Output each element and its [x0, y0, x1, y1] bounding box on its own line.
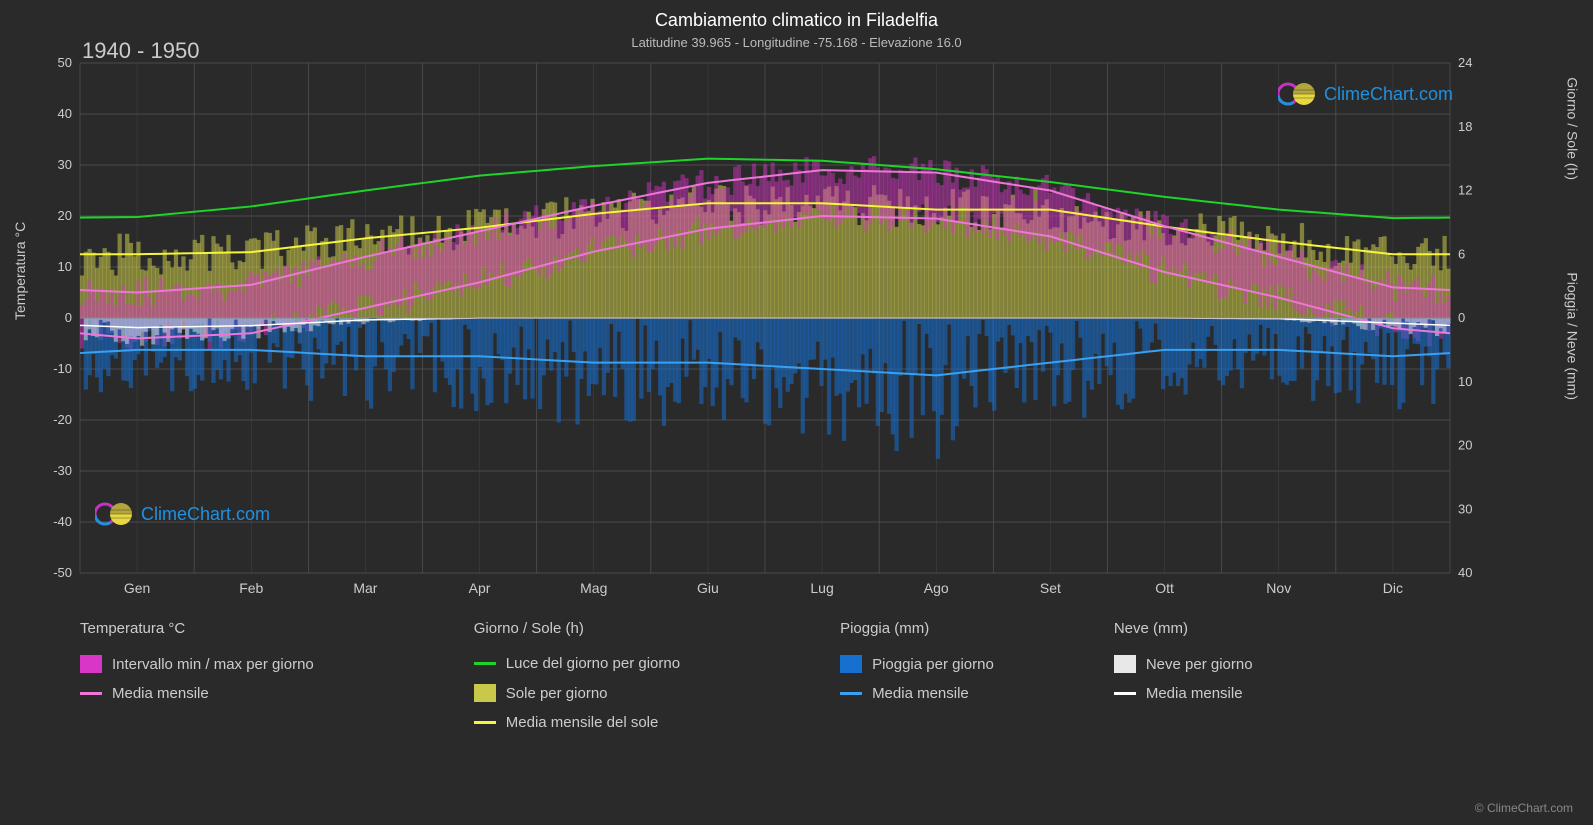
swatch-sun: [474, 684, 496, 702]
svg-text:-30: -30: [53, 463, 72, 478]
y-axis-right-top-label: Giorno / Sole (h): [1565, 77, 1581, 180]
swatch-sun-monthly: [474, 721, 496, 724]
legend-label: Pioggia per giorno: [872, 656, 994, 673]
legend-col-snow: Neve (mm) Neve per giorno Media mensile: [1114, 620, 1253, 731]
legend-col-day: Giorno / Sole (h) Luce del giorno per gi…: [474, 620, 680, 731]
legend-item: Media mensile: [840, 685, 994, 702]
legend-item: Media mensile: [1114, 685, 1253, 702]
legend-label: Intervallo min / max per giorno: [112, 656, 314, 673]
legend-item: Intervallo min / max per giorno: [80, 655, 314, 673]
legend-col-temp: Temperatura °C Intervallo min / max per …: [80, 620, 314, 731]
swatch-snow: [1114, 655, 1136, 673]
svg-text:18: 18: [1458, 119, 1472, 134]
swatch-rain: [840, 655, 862, 673]
watermark-text: ClimeChart.com: [141, 504, 270, 525]
svg-text:Mag: Mag: [580, 580, 607, 596]
legend-label: Media mensile del sole: [506, 714, 659, 731]
period-label: 1940 - 1950: [82, 38, 199, 64]
svg-text:20: 20: [1458, 438, 1472, 453]
legend-header-day: Giorno / Sole (h): [474, 620, 680, 637]
legend-label: Sole per giorno: [506, 685, 608, 702]
swatch-snow-monthly: [1114, 692, 1136, 695]
legend: Temperatura °C Intervallo min / max per …: [80, 620, 1450, 731]
legend-col-rain: Pioggia (mm) Pioggia per giorno Media me…: [840, 620, 994, 731]
legend-item: Media mensile: [80, 685, 314, 702]
swatch-rain-monthly: [840, 692, 862, 695]
legend-item: Neve per giorno: [1114, 655, 1253, 673]
svg-text:24: 24: [1458, 55, 1472, 70]
swatch-daylight: [474, 662, 496, 665]
legend-item: Sole per giorno: [474, 684, 680, 702]
svg-text:Nov: Nov: [1266, 580, 1291, 596]
svg-text:-50: -50: [53, 565, 72, 580]
watermark-text: ClimeChart.com: [1324, 84, 1453, 105]
svg-text:Ago: Ago: [924, 580, 949, 596]
chart-container: Cambiamento climatico in Filadelfia Lati…: [0, 0, 1593, 825]
svg-text:0: 0: [65, 310, 72, 325]
svg-text:20: 20: [58, 208, 72, 223]
legend-label: Luce del giorno per giorno: [506, 655, 680, 672]
y-axis-left-label: Temperatura °C: [12, 222, 28, 320]
swatch-temp-range: [80, 655, 102, 673]
legend-item: Media mensile del sole: [474, 714, 680, 731]
svg-text:10: 10: [1458, 374, 1472, 389]
svg-text:12: 12: [1458, 183, 1472, 198]
climate-chart-svg: -50-40-30-20-100102030405006121824102030…: [80, 63, 1450, 573]
legend-label: Media mensile: [1146, 685, 1243, 702]
chart-title: Cambiamento climatico in Filadelfia: [0, 0, 1593, 31]
svg-text:Feb: Feb: [239, 580, 263, 596]
watermark-top: ClimeChart.com: [1278, 80, 1453, 108]
y-axis-right-bottom-label: Pioggia / Neve (mm): [1565, 272, 1581, 400]
svg-text:-40: -40: [53, 514, 72, 529]
svg-text:-20: -20: [53, 412, 72, 427]
svg-text:Lug: Lug: [810, 580, 833, 596]
plot-area: -50-40-30-20-100102030405006121824102030…: [80, 63, 1450, 573]
svg-text:Dic: Dic: [1383, 580, 1403, 596]
svg-text:Gen: Gen: [124, 580, 150, 596]
svg-text:40: 40: [1458, 565, 1472, 580]
legend-item: Pioggia per giorno: [840, 655, 994, 673]
logo-icon: [95, 500, 135, 528]
svg-text:6: 6: [1458, 246, 1465, 261]
svg-text:30: 30: [58, 157, 72, 172]
svg-text:Set: Set: [1040, 580, 1061, 596]
svg-text:-10: -10: [53, 361, 72, 376]
watermark-bottom: ClimeChart.com: [95, 500, 270, 528]
svg-text:40: 40: [58, 106, 72, 121]
svg-text:Apr: Apr: [469, 580, 491, 596]
legend-item: Luce del giorno per giorno: [474, 655, 680, 672]
svg-text:Giu: Giu: [697, 580, 719, 596]
legend-header-temp: Temperatura °C: [80, 620, 314, 637]
svg-text:Ott: Ott: [1155, 580, 1174, 596]
legend-header-rain: Pioggia (mm): [840, 620, 994, 637]
legend-label: Media mensile: [872, 685, 969, 702]
logo-icon: [1278, 80, 1318, 108]
legend-label: Neve per giorno: [1146, 656, 1253, 673]
svg-text:10: 10: [58, 259, 72, 274]
svg-text:0: 0: [1458, 310, 1465, 325]
svg-text:Mar: Mar: [353, 580, 377, 596]
chart-subtitle: Latitudine 39.965 - Longitudine -75.168 …: [0, 31, 1593, 50]
svg-text:30: 30: [1458, 501, 1472, 516]
swatch-temp-monthly: [80, 692, 102, 695]
legend-header-snow: Neve (mm): [1114, 620, 1253, 637]
credit-text: © ClimeChart.com: [1475, 801, 1573, 815]
legend-label: Media mensile: [112, 685, 209, 702]
svg-text:50: 50: [58, 55, 72, 70]
